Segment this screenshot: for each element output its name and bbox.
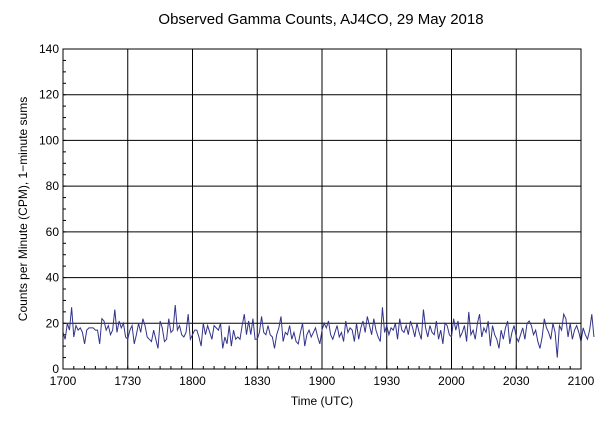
grid-lines [63, 49, 581, 369]
y-tick-label: 0 [52, 362, 59, 376]
x-tick-label: 1730 [114, 374, 141, 388]
x-tick-label: 1800 [179, 374, 206, 388]
x-tick-label: 2030 [503, 374, 530, 388]
y-tick-label: 20 [46, 316, 60, 330]
x-tick-label: 1830 [244, 374, 271, 388]
y-tick-labels: 0 20 40 60 80 100 120 140 [39, 42, 59, 376]
y-axis-label: Counts per Minute (CPM), 1−minute sums [16, 97, 30, 321]
y-tick-label: 40 [46, 271, 60, 285]
y-tick-label: 80 [46, 179, 60, 193]
x-tick-label: 1900 [309, 374, 336, 388]
series-line [62, 304, 595, 358]
y-tick-label: 100 [39, 133, 59, 147]
x-tick-label: 1700 [50, 374, 77, 388]
x-axis-label: Time (UTC) [291, 394, 353, 408]
chart-title: Observed Gamma Counts, AJ4CO, 29 May 201… [158, 11, 483, 28]
x-tick-label: 2000 [438, 374, 465, 388]
y-tick-label: 140 [39, 42, 59, 56]
x-tick-label: 2100 [568, 374, 595, 388]
plot-frame [62, 48, 582, 370]
x-tick-label: 1930 [373, 374, 400, 388]
y-tick-label: 120 [39, 88, 59, 102]
x-tick-labels: 1700 1730 1800 1830 1900 1930 2000 2030 2100 [50, 374, 595, 388]
y-tick-label: 60 [46, 225, 60, 239]
